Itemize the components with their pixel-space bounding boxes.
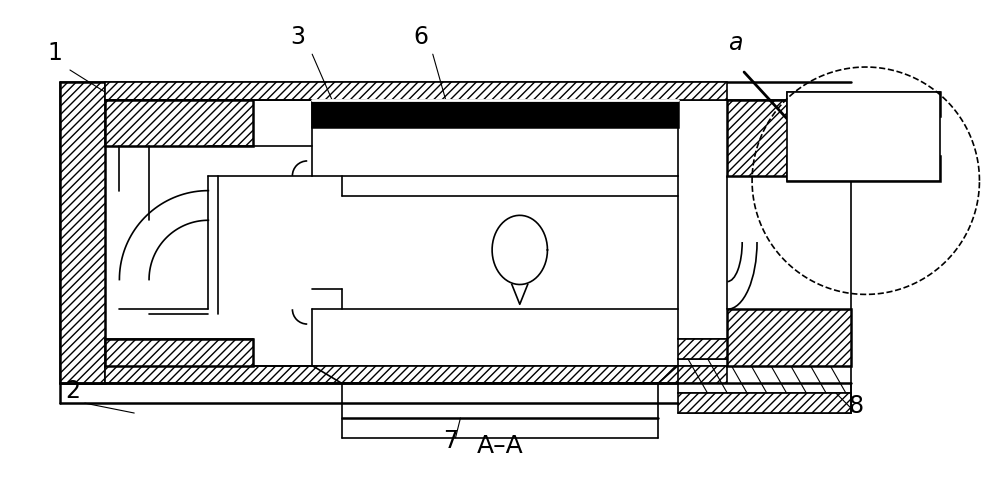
Text: 8: 8: [848, 394, 863, 418]
Text: 2: 2: [65, 379, 80, 403]
Polygon shape: [105, 365, 727, 383]
Polygon shape: [105, 100, 253, 146]
Text: a: a: [728, 31, 743, 55]
Text: A–A: A–A: [477, 434, 523, 458]
Polygon shape: [105, 82, 727, 100]
Polygon shape: [678, 393, 851, 413]
Polygon shape: [678, 339, 851, 359]
Polygon shape: [60, 82, 105, 383]
Polygon shape: [787, 92, 940, 117]
Polygon shape: [105, 339, 253, 365]
Polygon shape: [727, 309, 851, 365]
Bar: [787, 92, 940, 181]
Text: 1: 1: [48, 41, 63, 65]
Text: 3: 3: [290, 25, 305, 49]
Text: 6: 6: [413, 25, 428, 49]
Polygon shape: [787, 156, 940, 181]
Polygon shape: [727, 100, 851, 176]
Text: 7: 7: [443, 429, 458, 452]
Bar: [312, 100, 678, 127]
